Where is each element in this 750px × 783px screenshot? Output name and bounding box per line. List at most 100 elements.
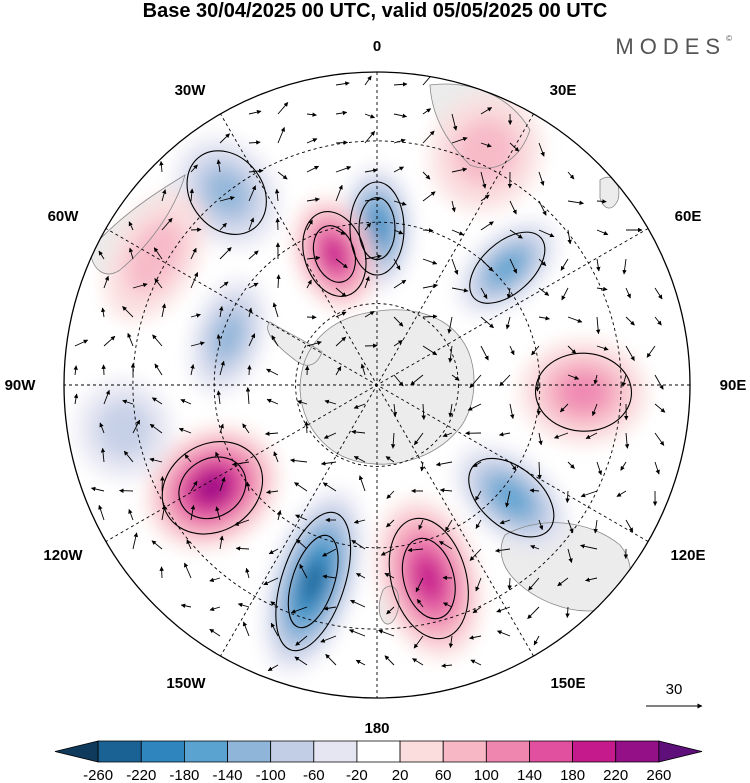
- wind-vector-299: [299, 563, 308, 579]
- wind-vector-343: [470, 659, 482, 666]
- colorbar-tick-label: 20: [392, 767, 409, 783]
- wind-vector-148: [480, 345, 489, 361]
- wind-vector-12: [480, 107, 493, 115]
- wind-vector-104: [393, 279, 407, 289]
- contour-8-0: [161, 441, 264, 535]
- contour-2-0: [186, 150, 267, 235]
- wind-vector-82: [306, 255, 321, 261]
- colorbar-swatch-13: [615, 740, 660, 763]
- wind-vector-4: [248, 109, 262, 115]
- wind-vector-257: [98, 504, 105, 521]
- wind-vector-135: [103, 335, 116, 347]
- contour-8-1: [178, 456, 247, 520]
- wind-vector-207: [390, 432, 396, 449]
- brand-logo: MODES©: [615, 34, 732, 60]
- wind-vector-30: [277, 171, 288, 180]
- wind-vector-317: [386, 606, 395, 615]
- wind-vector-218: [123, 450, 134, 463]
- wind-vector-146: [422, 345, 438, 356]
- wind-vector-296: [209, 577, 221, 583]
- wind-vector-153: [625, 345, 635, 361]
- wind-vector-315: [323, 606, 337, 611]
- wind-vector-16: [277, 126, 285, 144]
- label-lon-120w: 120W: [43, 547, 83, 564]
- wind-vector-6: [306, 112, 317, 117]
- wind-vector-96: [154, 278, 163, 289]
- wind-vector-281: [268, 548, 279, 555]
- wind-vector-56: [596, 199, 607, 204]
- wind-vector-1: [364, 75, 372, 86]
- wind-vector-67: [422, 228, 434, 233]
- wind-vector-97: [190, 271, 199, 289]
- wind-vector-117: [190, 313, 201, 318]
- wind-vector-214: [585, 432, 598, 440]
- wind-vector-20: [393, 138, 406, 144]
- anomaly-blob-3-level-3: [491, 252, 524, 283]
- wind-vector-332: [448, 635, 454, 649]
- anomaly-blob-12-level-1: [96, 400, 153, 459]
- wind-vector-303: [415, 577, 424, 593]
- wind-vector-270: [475, 519, 482, 529]
- wind-vector-295: [184, 562, 192, 579]
- wind-vector-94: [103, 275, 110, 289]
- map-field: [64, 72, 690, 698]
- wind-vector-205: [323, 432, 337, 439]
- wind-vector-155: [73, 365, 78, 376]
- wind-vector-123: [364, 311, 375, 318]
- wind-vector-26: [159, 160, 164, 173]
- wind-vector-311: [209, 606, 221, 612]
- colorbar-swatch-9: [442, 740, 487, 763]
- wind-vector-292: [580, 544, 598, 550]
- wind-vector-36: [451, 167, 468, 173]
- wind-vector-334: [496, 630, 511, 637]
- wind-vector-279: [219, 535, 224, 550]
- contour-6-0: [388, 517, 469, 640]
- wind-vector-339: [355, 659, 366, 666]
- wind-vector-188: [421, 403, 426, 420]
- wind-vector-340: [384, 655, 395, 666]
- wind-vector-87: [451, 258, 459, 275]
- wind-vector-134: [74, 339, 89, 347]
- wind-vector-160: [219, 360, 225, 376]
- wind-vector-308: [557, 577, 569, 587]
- coastline-0: [299, 309, 475, 465]
- wind-vector-50: [422, 191, 436, 202]
- wind-vector-73: [596, 229, 609, 236]
- wind-vector-149: [509, 345, 515, 356]
- wind-vector-294: [159, 566, 164, 579]
- anomaly-blob-9-level-2: [212, 312, 245, 361]
- wind-vector-217: [100, 447, 106, 463]
- graticule: [64, 72, 690, 698]
- wind-vector-35: [422, 171, 431, 180]
- wind-vector-39: [538, 171, 545, 186]
- wind-vector-109: [538, 287, 550, 296]
- wind-vector-224: [290, 458, 308, 463]
- colorbar-swatch-7: [356, 740, 401, 763]
- wind-vector-228: [419, 461, 425, 472]
- wind-vector-327: [295, 635, 308, 646]
- wind-vector-112: [625, 287, 631, 299]
- wind-vector-212: [538, 432, 543, 446]
- wind-vector-226: [353, 456, 366, 463]
- wind-vector-25: [538, 142, 545, 157]
- wind-vector-194: [591, 403, 598, 417]
- contour-1-1: [312, 225, 356, 283]
- wind-vector-251: [505, 490, 511, 508]
- contour-6-1: [401, 537, 456, 620]
- wind-vector-244: [294, 482, 308, 492]
- wind-vector-159: [190, 364, 195, 376]
- colorbar-tick-label: -260: [83, 767, 113, 783]
- wind-vector-139: [216, 334, 222, 347]
- wind-vector-131: [595, 316, 601, 335]
- wind-vector-246: [358, 475, 366, 492]
- colorbar-swatch-6: [313, 740, 358, 763]
- wind-vector-307: [528, 577, 540, 591]
- wind-vector-106: [451, 287, 469, 293]
- colorbar-swatch-14: [658, 740, 703, 763]
- wind-vector-260: [190, 504, 196, 521]
- wind-vector-231: [509, 461, 517, 471]
- wind-vector-114: [100, 307, 106, 318]
- wind-vector-165: [360, 363, 366, 376]
- colorbar-swatch-12: [572, 740, 617, 763]
- wind-vector-310: [180, 603, 192, 609]
